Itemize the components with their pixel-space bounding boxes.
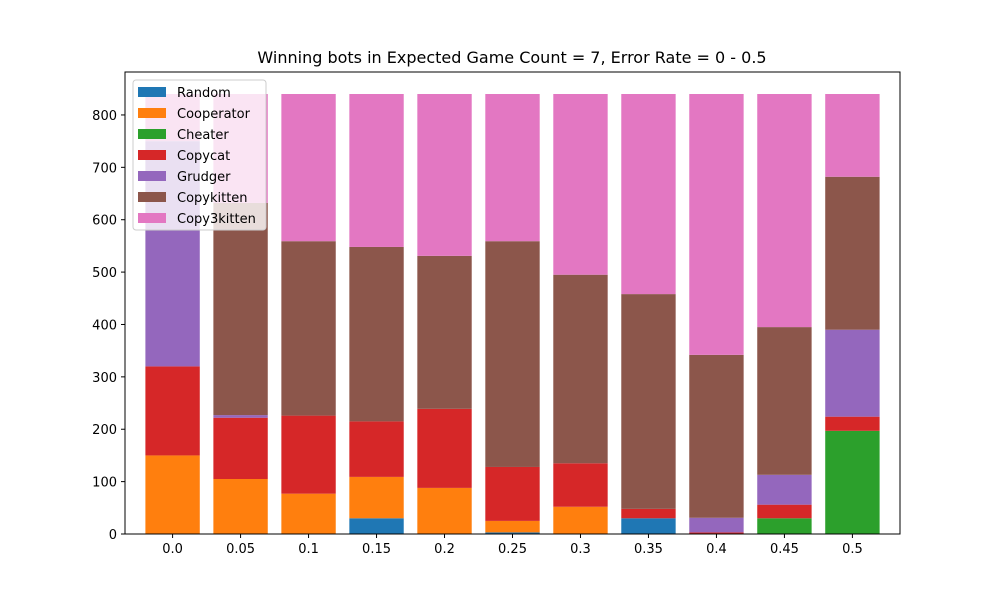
bar-cheater-0.45	[757, 518, 812, 534]
bar-copy3kitten-0.2	[417, 94, 472, 256]
bar-copykitten-0.15	[349, 246, 404, 422]
legend-swatch-copykitten	[138, 192, 166, 202]
y-tick-label: 600	[92, 214, 117, 229]
bar-cooperator-0.25	[485, 520, 540, 533]
legend-label-copy3kitten: Copy3kitten	[177, 212, 256, 227]
bar-copykitten-0.05	[213, 202, 268, 416]
bar-copycat-0.05	[213, 417, 268, 479]
x-axis: 0.0 0.05 0.1 0.15 0.2 0.25 0.3 0.35 0.4 0.45 0.5	[162, 534, 863, 557]
legend-swatch-grudger	[138, 171, 166, 181]
y-tick-label: 300	[92, 371, 117, 386]
legend: Random Cooperator Cheater Copycat Grudger Cop…	[132, 79, 267, 231]
bar-copy3kitten-0.45	[757, 94, 812, 328]
y-axis: 0 100 200 300 400 500 600 700 800	[92, 109, 125, 543]
legend-label-copycat: Copycat	[177, 149, 230, 164]
x-tick-label: 0.1	[298, 542, 319, 557]
chart-title: Winning bots in Expected Game Count = 7,…	[257, 48, 766, 67]
x-tick-label: 0.3	[570, 542, 591, 557]
y-tick-label: 0	[109, 528, 117, 543]
legend-swatch-cheater	[138, 129, 166, 139]
bar-copycat-0.15	[349, 421, 404, 477]
bar-cooperator-0.15	[349, 476, 404, 519]
bar-copycat-0.35	[621, 508, 676, 519]
bar-copy3kitten-0.15	[349, 94, 404, 247]
bar-copy3kitten-0.1	[281, 94, 336, 242]
x-tick-label: 0.05	[226, 542, 255, 557]
bar-copycat-0.25	[485, 466, 540, 521]
y-tick-label: 200	[92, 423, 117, 438]
bar-copykitten-0.2	[417, 255, 472, 409]
bars-group	[145, 94, 880, 534]
x-tick-label: 0.0	[162, 542, 183, 557]
legend-label-copykitten: Copykitten	[177, 191, 248, 206]
bar-copykitten-0.5	[825, 176, 880, 330]
x-tick-label: 0.4	[706, 542, 727, 557]
legend-label-random: Random	[177, 86, 231, 101]
bar-copycat-0.3	[553, 463, 608, 507]
bar-copycat-0.2	[417, 408, 472, 488]
bar-copykitten-0.4	[689, 354, 744, 518]
x-tick-label: 0.45	[770, 542, 799, 557]
y-tick-label: 700	[92, 161, 117, 176]
bar-copy3kitten-0.25	[485, 94, 540, 242]
bar-grudger-0.05	[213, 415, 268, 418]
bar-copykitten-0.3	[553, 274, 608, 464]
bar-cooperator-0.3	[553, 506, 608, 534]
bar-grudger-0.45	[757, 474, 812, 505]
bar-copycat-0.45	[757, 504, 812, 519]
legend-label-cheater: Cheater	[177, 128, 229, 143]
bar-copycat-0.0	[145, 366, 200, 456]
bar-cheater-0.5	[825, 430, 880, 534]
legend-swatch-cooperator	[138, 108, 166, 118]
legend-swatch-copy3kitten	[138, 213, 166, 223]
bar-cooperator-0.05	[213, 479, 268, 534]
x-tick-label: 0.15	[362, 542, 391, 557]
x-tick-label: 0.2	[434, 542, 455, 557]
bar-copykitten-0.45	[757, 327, 812, 475]
bar-cooperator-0.0	[145, 455, 200, 534]
x-tick-label: 0.25	[498, 542, 527, 557]
x-tick-label: 0.35	[634, 542, 663, 557]
bar-copykitten-0.35	[621, 294, 676, 509]
y-tick-label: 500	[92, 266, 117, 281]
bar-copycat-0.1	[281, 415, 336, 494]
legend-swatch-random	[138, 87, 166, 97]
bar-grudger-0.4	[689, 517, 744, 533]
bar-random-0.25	[485, 532, 540, 534]
legend-label-cooperator: Cooperator	[177, 107, 251, 122]
legend-label-grudger: Grudger	[177, 170, 231, 185]
bar-copykitten-0.25	[485, 241, 540, 467]
bar-cooperator-0.1	[281, 493, 336, 534]
bar-copycat-0.4	[689, 532, 744, 534]
legend-box	[132, 79, 267, 231]
bar-copy3kitten-0.4	[689, 94, 744, 355]
y-tick-label: 400	[92, 318, 117, 333]
y-tick-label: 100	[92, 476, 117, 491]
y-tick-label: 800	[92, 109, 117, 124]
legend-swatch-copycat	[138, 150, 166, 160]
bar-grudger-0.5	[825, 329, 880, 417]
bar-copy3kitten-0.5	[825, 94, 880, 177]
bar-random-0.15	[349, 518, 404, 534]
bar-copy3kitten-0.35	[621, 94, 676, 295]
bar-random-0.35	[621, 518, 676, 534]
bar-copycat-0.5	[825, 416, 880, 431]
bar-copy3kitten-0.3	[553, 94, 608, 275]
bar-copykitten-0.1	[281, 241, 336, 416]
x-tick-label: 0.5	[842, 542, 863, 557]
bar-cooperator-0.2	[417, 487, 472, 534]
